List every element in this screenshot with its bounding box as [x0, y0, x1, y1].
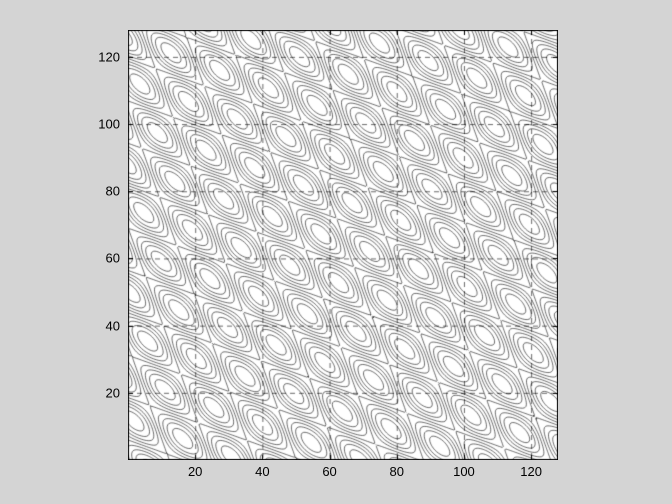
- x-tick-label: 60: [322, 464, 336, 479]
- y-tick-label: 40: [90, 318, 120, 333]
- y-tick-label: 100: [90, 117, 120, 132]
- y-tick-label: 80: [90, 184, 120, 199]
- x-tick-label: 20: [188, 464, 202, 479]
- y-tick-label: 60: [90, 251, 120, 266]
- axes: [128, 30, 558, 460]
- y-tick-label: 120: [90, 49, 120, 64]
- axes-overlay: [128, 30, 558, 460]
- x-tick-label: 100: [453, 464, 475, 479]
- x-tick-label: 40: [255, 464, 269, 479]
- x-tick-label: 80: [390, 464, 404, 479]
- x-tick-label: 120: [520, 464, 542, 479]
- y-tick-label: 20: [90, 385, 120, 400]
